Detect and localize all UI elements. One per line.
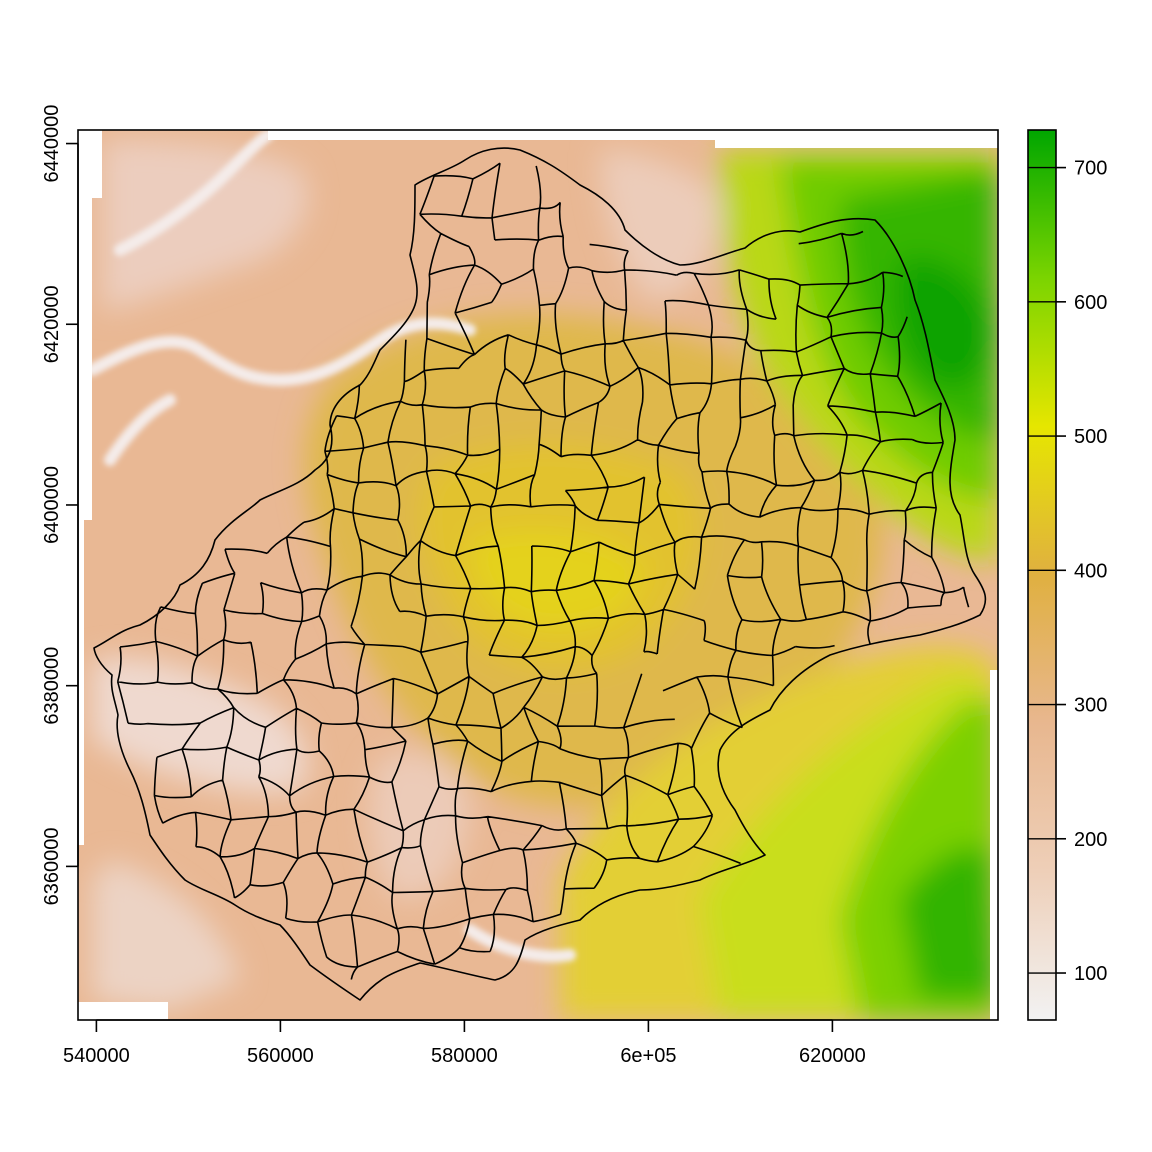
- elevation-raster: [78, 130, 998, 1020]
- x-tick-label: 540000: [63, 1045, 130, 1067]
- commune-boundary-lines: [116, 162, 970, 980]
- legend-tick-label: 100: [1074, 963, 1107, 985]
- legend-tick-label: 200: [1074, 829, 1107, 851]
- legend-tick-label: 500: [1074, 426, 1107, 448]
- legend: 100 200 300 400 500 600 700: [1027, 129, 1107, 1021]
- legend-tick-label: 300: [1074, 695, 1107, 717]
- y-tick-label: 6360000: [41, 827, 63, 905]
- department-outline: [93, 147, 987, 1001]
- x-tick-label: 6e+05: [620, 1045, 676, 1067]
- legend-tick-label: 700: [1074, 158, 1107, 180]
- x-tick-label: 620000: [799, 1045, 866, 1067]
- y-axis: 6360000 6380000 6400000 6420000 6440000: [41, 105, 79, 905]
- legend-ticks: 100 200 300 400 500 600 700: [1028, 158, 1107, 985]
- y-tick-label: 6440000: [41, 105, 63, 183]
- legend-colorbar: [1027, 129, 1057, 1021]
- x-axis: 540000 560000 580000 6e+05 620000: [63, 1019, 866, 1067]
- commune-boundaries: [93, 147, 987, 1001]
- y-tick-label: 6420000: [41, 285, 63, 363]
- legend-tick-label: 600: [1074, 292, 1107, 314]
- y-tick-label: 6380000: [41, 647, 63, 725]
- y-tick-label: 6400000: [41, 466, 63, 544]
- x-tick-label: 580000: [431, 1045, 498, 1067]
- legend-tick-label: 400: [1074, 560, 1107, 582]
- x-tick-label: 560000: [247, 1045, 314, 1067]
